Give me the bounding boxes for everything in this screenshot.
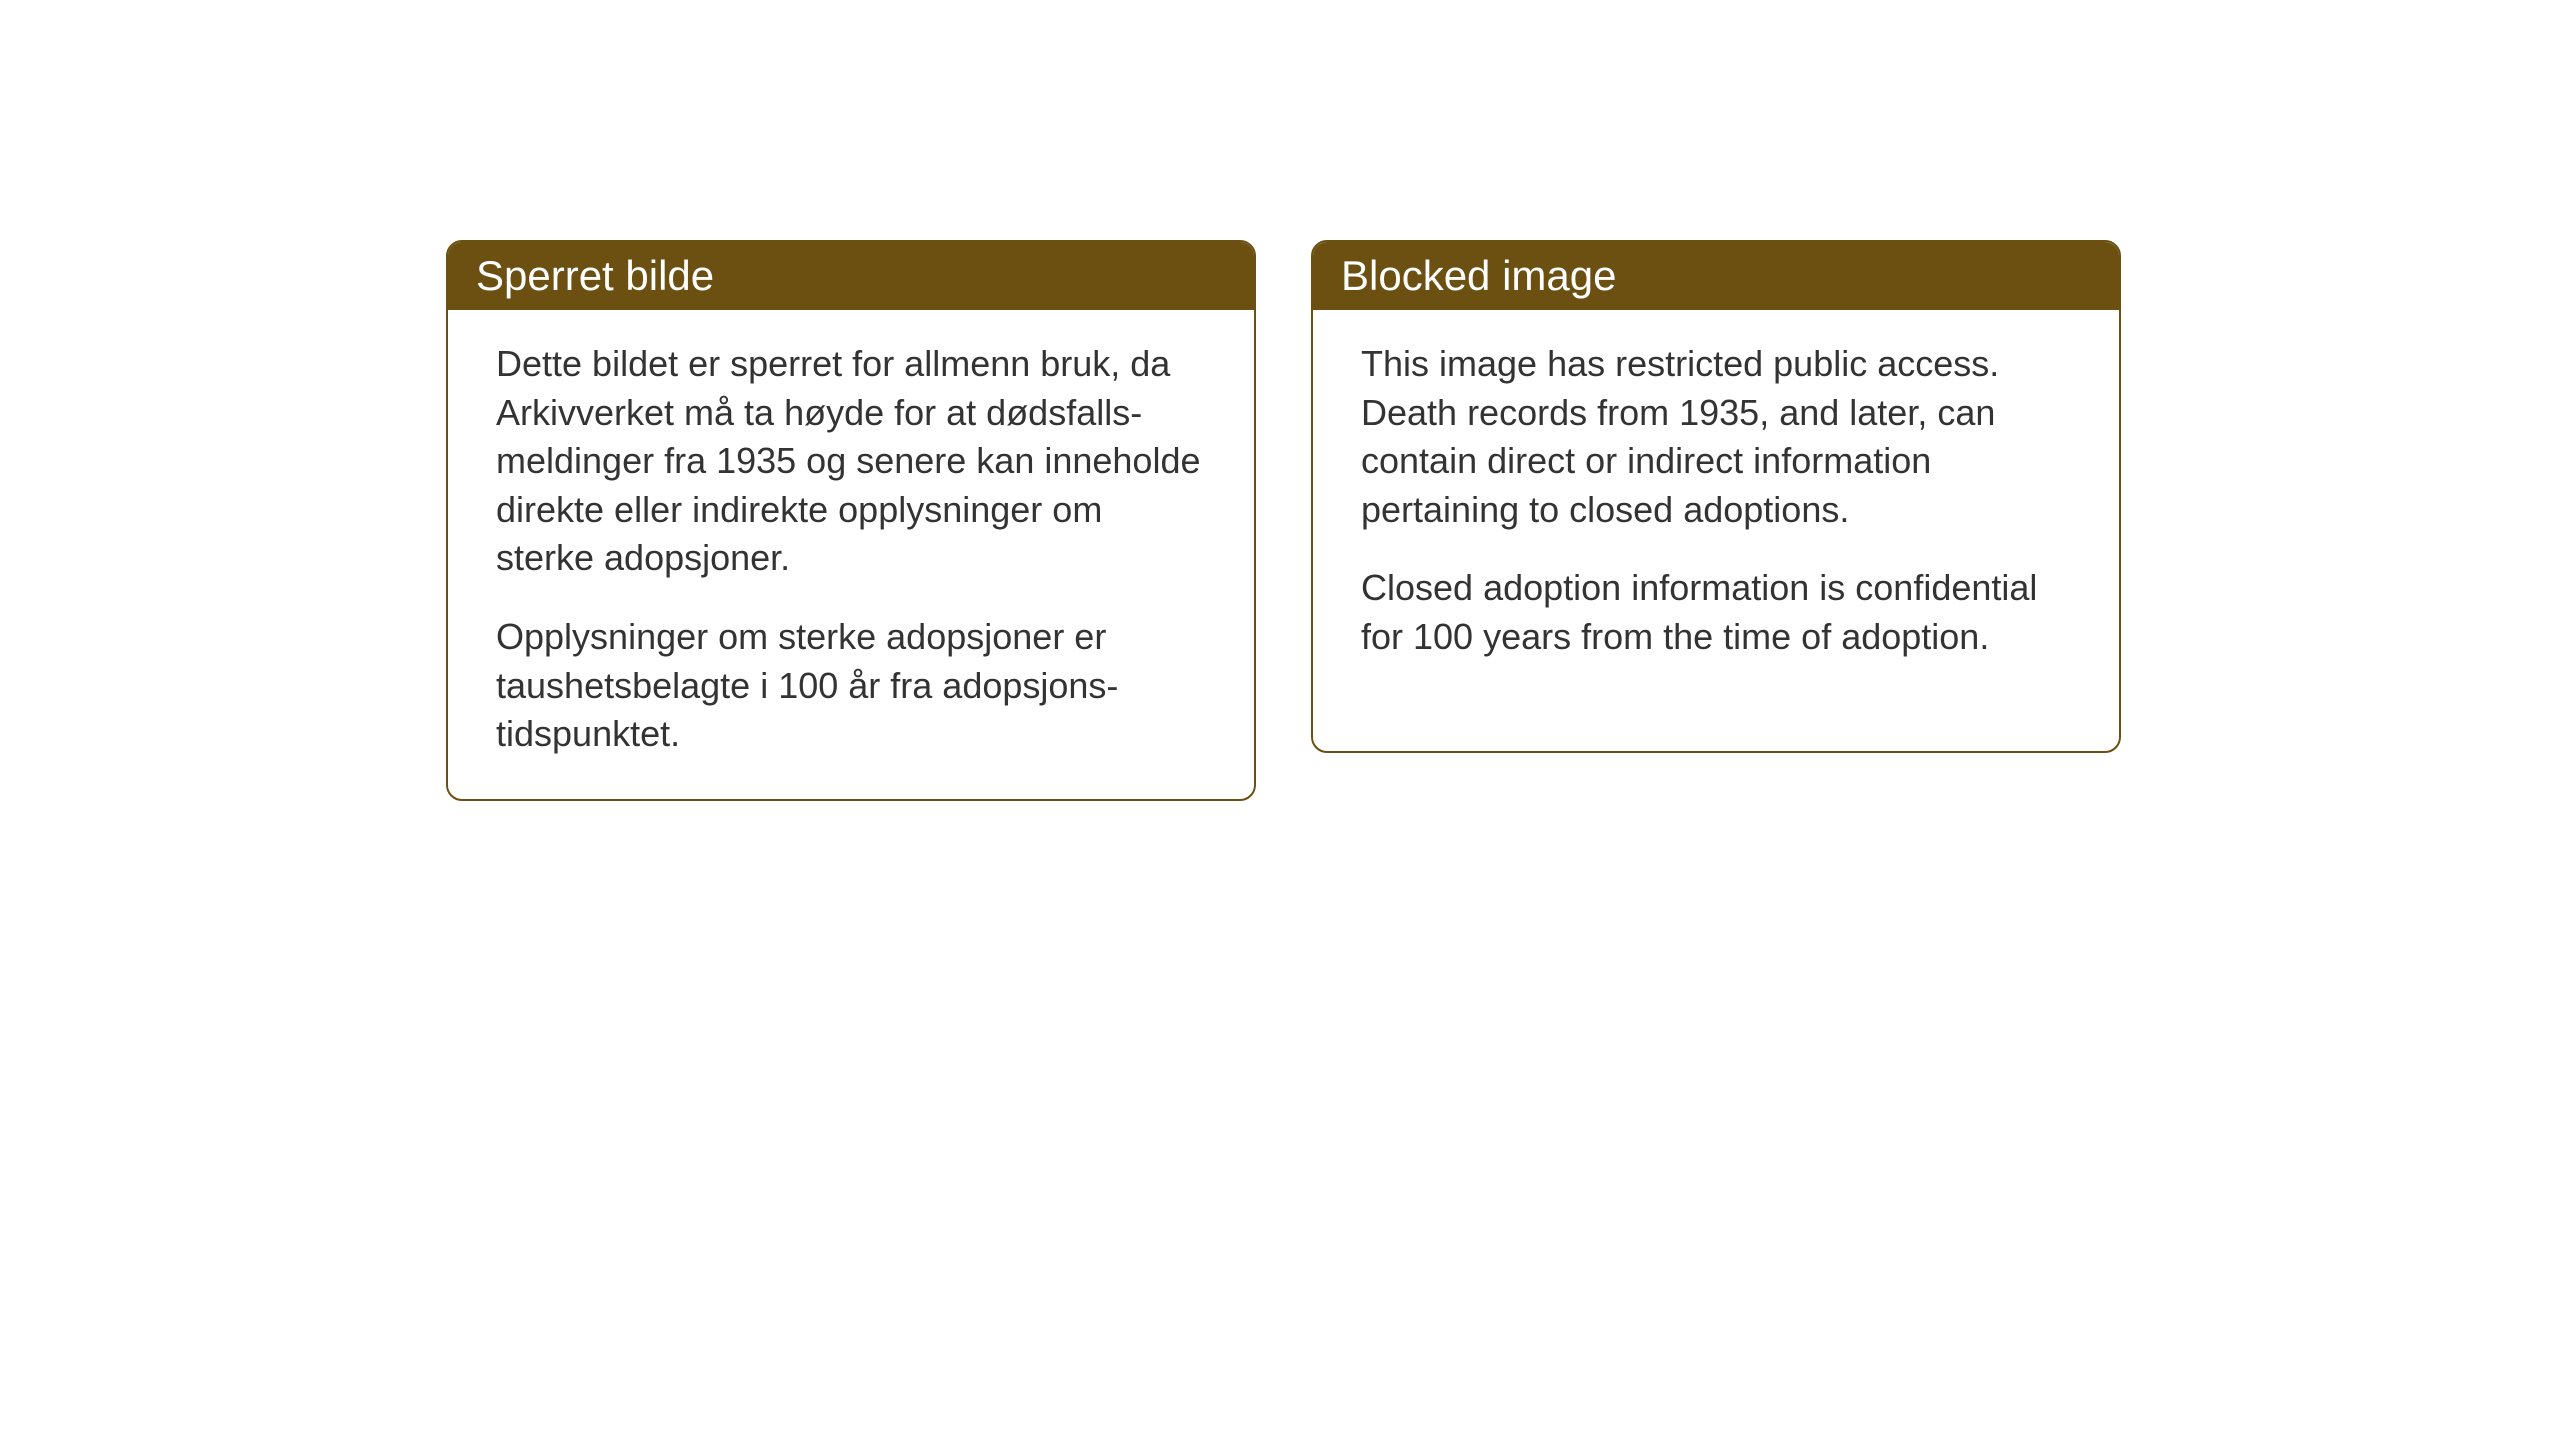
norwegian-paragraph-2: Opplysninger om sterke adopsjoner er tau… bbox=[496, 613, 1206, 759]
english-paragraph-2: Closed adoption information is confident… bbox=[1361, 564, 2071, 661]
english-notice-card: Blocked image This image has restricted … bbox=[1311, 240, 2121, 753]
norwegian-card-title: Sperret bilde bbox=[448, 242, 1254, 310]
english-card-title: Blocked image bbox=[1313, 242, 2119, 310]
norwegian-card-body: Dette bildet er sperret for allmenn bruk… bbox=[448, 310, 1254, 799]
notice-container: Sperret bilde Dette bildet er sperret fo… bbox=[446, 240, 2121, 801]
english-paragraph-1: This image has restricted public access.… bbox=[1361, 340, 2071, 534]
norwegian-notice-card: Sperret bilde Dette bildet er sperret fo… bbox=[446, 240, 1256, 801]
norwegian-paragraph-1: Dette bildet er sperret for allmenn bruk… bbox=[496, 340, 1206, 583]
english-card-body: This image has restricted public access.… bbox=[1313, 310, 2119, 702]
